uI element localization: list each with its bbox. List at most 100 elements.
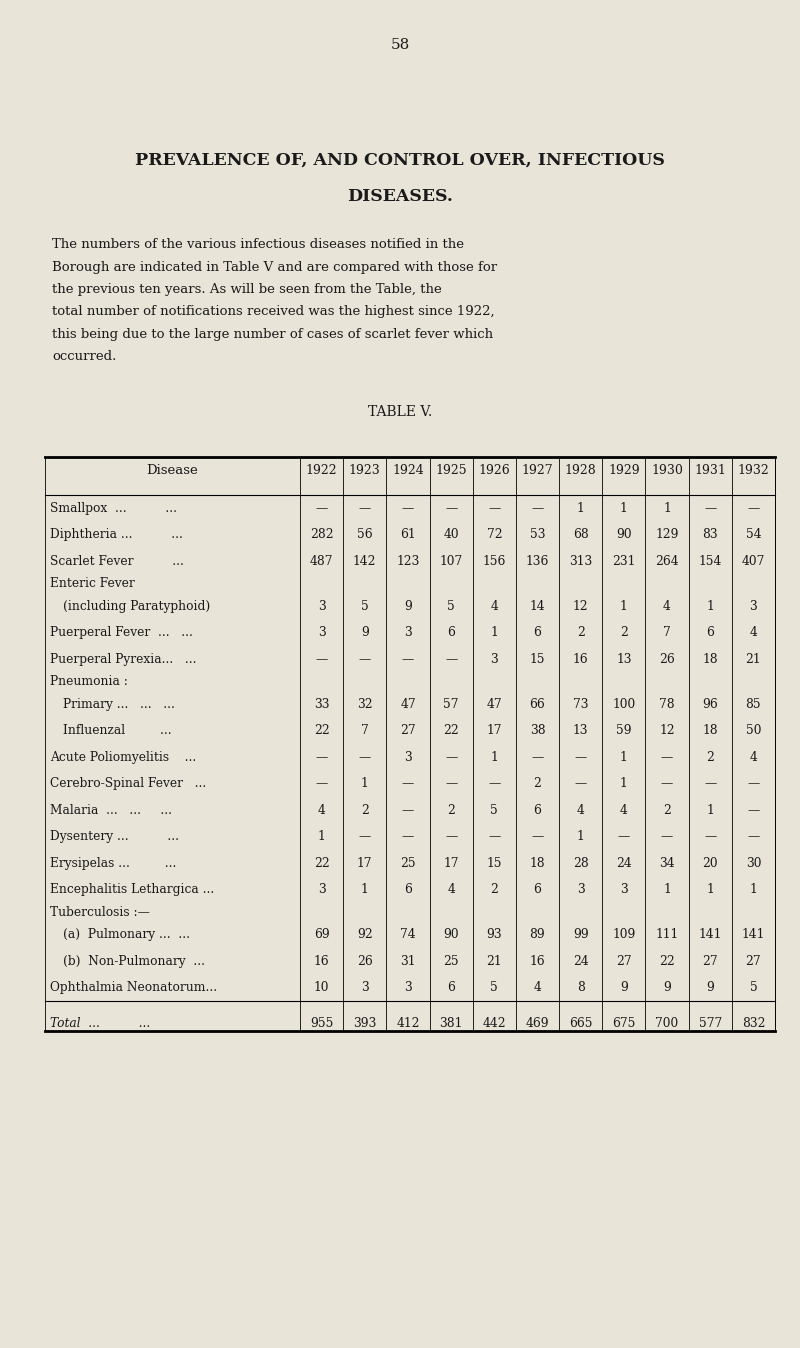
Text: 407: 407 (742, 555, 765, 568)
Text: 47: 47 (486, 698, 502, 710)
Text: 90: 90 (443, 929, 459, 941)
Text: 3: 3 (620, 883, 628, 896)
Text: —: — (531, 751, 544, 764)
Text: 9: 9 (361, 627, 369, 639)
Text: 1: 1 (577, 501, 585, 515)
Text: 4: 4 (490, 600, 498, 613)
Text: 6: 6 (404, 883, 412, 896)
Text: —: — (315, 652, 328, 666)
Text: 85: 85 (746, 698, 762, 710)
Text: Influenzal         ...: Influenzal ... (63, 724, 172, 737)
Text: 1929: 1929 (608, 464, 640, 476)
Text: 96: 96 (702, 698, 718, 710)
Text: 5: 5 (447, 600, 455, 613)
Text: 59: 59 (616, 724, 632, 737)
Text: 2: 2 (361, 803, 369, 817)
Text: 442: 442 (482, 1016, 506, 1030)
Text: Scarlet Fever          ...: Scarlet Fever ... (50, 555, 184, 568)
Text: 1: 1 (750, 883, 758, 896)
Text: (including Paratyphoid): (including Paratyphoid) (63, 600, 210, 613)
Text: 1922: 1922 (306, 464, 338, 476)
Text: 72: 72 (486, 528, 502, 542)
Text: 4: 4 (620, 803, 628, 817)
Text: 34: 34 (659, 857, 675, 869)
Text: Total  ...          ...: Total ... ... (50, 1016, 150, 1030)
Text: 53: 53 (530, 528, 546, 542)
Text: 21: 21 (486, 954, 502, 968)
Text: 25: 25 (400, 857, 416, 869)
Text: 1: 1 (620, 751, 628, 764)
Text: total number of notifications received was the highest since 1922,: total number of notifications received w… (52, 306, 494, 318)
Text: —: — (315, 501, 328, 515)
Text: 78: 78 (659, 698, 675, 710)
Text: 14: 14 (530, 600, 546, 613)
Text: —: — (661, 778, 673, 790)
Text: —: — (445, 652, 458, 666)
Text: 9: 9 (620, 981, 628, 995)
Text: 22: 22 (314, 724, 330, 737)
Text: 5: 5 (361, 600, 369, 613)
Text: 955: 955 (310, 1016, 334, 1030)
Text: 3: 3 (404, 751, 412, 764)
Text: 27: 27 (746, 954, 762, 968)
Text: Enteric Fever: Enteric Fever (50, 577, 134, 590)
Text: —: — (402, 830, 414, 844)
Text: 2: 2 (490, 883, 498, 896)
Text: 1928: 1928 (565, 464, 597, 476)
Text: Diphtheria ...          ...: Diphtheria ... ... (50, 528, 183, 542)
Text: Smallpox  ...          ...: Smallpox ... ... (50, 501, 177, 515)
Text: 7: 7 (663, 627, 671, 639)
Text: 27: 27 (702, 954, 718, 968)
Text: 38: 38 (530, 724, 546, 737)
Text: TABLE V.: TABLE V. (368, 404, 432, 419)
Text: 1: 1 (706, 883, 714, 896)
Text: 264: 264 (655, 555, 679, 568)
Text: 12: 12 (659, 724, 675, 737)
Text: 74: 74 (400, 929, 416, 941)
Text: DISEASES.: DISEASES. (347, 187, 453, 205)
Text: 33: 33 (314, 698, 330, 710)
Text: 3: 3 (577, 883, 585, 896)
Text: 26: 26 (659, 652, 675, 666)
Text: 6: 6 (706, 627, 714, 639)
Text: —: — (531, 830, 544, 844)
Text: 17: 17 (357, 857, 373, 869)
Text: 92: 92 (357, 929, 373, 941)
Text: 141: 141 (698, 929, 722, 941)
Text: Primary ...   ...   ...: Primary ... ... ... (63, 698, 175, 710)
Text: 1: 1 (620, 778, 628, 790)
Text: —: — (358, 751, 371, 764)
Text: —: — (747, 830, 759, 844)
Text: (a)  Pulmonary ...  ...: (a) Pulmonary ... ... (63, 929, 190, 941)
Text: 22: 22 (659, 954, 675, 968)
Text: 69: 69 (314, 929, 330, 941)
Text: 487: 487 (310, 555, 334, 568)
Text: —: — (445, 778, 458, 790)
Text: 1924: 1924 (392, 464, 424, 476)
Text: 89: 89 (530, 929, 546, 941)
Text: —: — (358, 830, 371, 844)
Text: 832: 832 (742, 1016, 765, 1030)
Text: 3: 3 (318, 600, 326, 613)
Text: Dysentery ...          ...: Dysentery ... ... (50, 830, 179, 844)
Text: 1: 1 (620, 600, 628, 613)
Text: —: — (747, 778, 759, 790)
Text: Disease: Disease (146, 464, 198, 476)
Text: 9: 9 (663, 981, 671, 995)
Text: 68: 68 (573, 528, 589, 542)
Text: 231: 231 (612, 555, 635, 568)
Text: 83: 83 (702, 528, 718, 542)
Text: 1927: 1927 (522, 464, 554, 476)
Text: 1932: 1932 (738, 464, 770, 476)
Text: Tuberculosis :—: Tuberculosis :— (50, 906, 150, 919)
Text: 2: 2 (534, 778, 542, 790)
Text: —: — (358, 652, 371, 666)
Text: 282: 282 (310, 528, 334, 542)
Text: 2: 2 (620, 627, 628, 639)
Text: —: — (704, 501, 716, 515)
Text: —: — (402, 803, 414, 817)
Text: 412: 412 (396, 1016, 420, 1030)
Text: The numbers of the various infectious diseases notified in the: The numbers of the various infectious di… (52, 239, 464, 251)
Text: 1930: 1930 (651, 464, 683, 476)
Text: 13: 13 (573, 724, 589, 737)
